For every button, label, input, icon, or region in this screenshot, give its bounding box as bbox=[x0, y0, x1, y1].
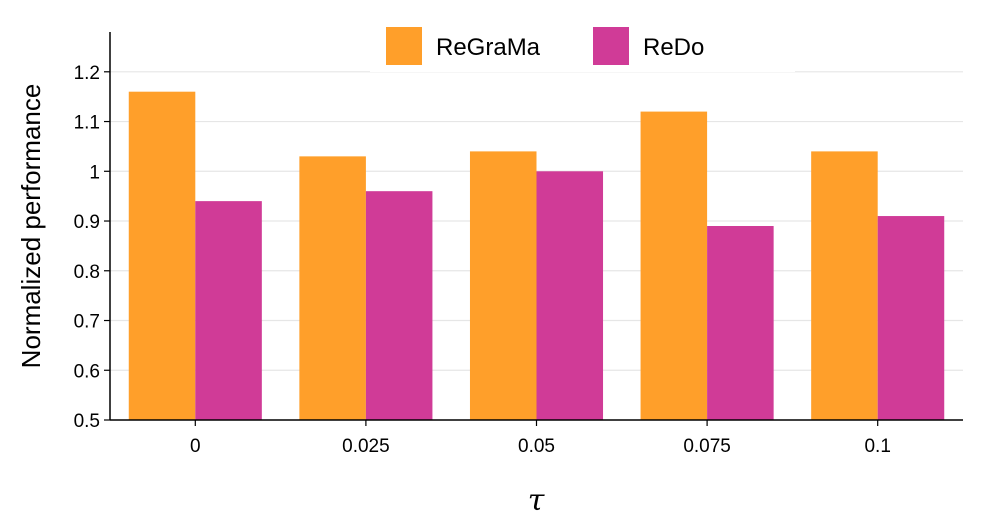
y-axis-title: Normalized performance bbox=[16, 84, 46, 369]
bar-redo-0.025 bbox=[365, 191, 433, 420]
y-tick-label: 1.1 bbox=[74, 113, 100, 134]
x-tick-labels: 0 0.025 0.05 0.075 0.1 bbox=[190, 420, 891, 457]
y-tick-label: 1 bbox=[89, 162, 100, 183]
bar-regrama-0.05 bbox=[469, 151, 537, 420]
legend-swatch-redo bbox=[593, 27, 629, 65]
x-tick-label: 0.075 bbox=[683, 436, 731, 457]
y-tick-label: 0.6 bbox=[74, 361, 100, 382]
y-tick-label: 1.2 bbox=[74, 63, 100, 84]
legend: ReGraMa ReDo bbox=[370, 20, 795, 72]
bar-regrama-0.1 bbox=[811, 151, 878, 420]
bars bbox=[128, 91, 945, 420]
bar-regrama-0.075 bbox=[640, 111, 708, 420]
x-axis-title: τ bbox=[528, 483, 545, 518]
legend-label-redo: ReDo bbox=[643, 34, 704, 61]
y-tick-label: 0.8 bbox=[74, 262, 100, 283]
x-tick-label: 0.05 bbox=[518, 436, 555, 457]
x-tick-label: 0 bbox=[190, 436, 201, 457]
bar-redo-0.05 bbox=[536, 171, 604, 420]
y-tick-label: 0.5 bbox=[74, 411, 100, 432]
bar-redo-0.075 bbox=[707, 226, 774, 420]
bar-regrama-0 bbox=[128, 91, 196, 420]
y-tick-labels: 0.5 0.6 0.7 0.8 0.9 1 1.1 1.2 bbox=[74, 63, 110, 432]
legend-swatch-regrama bbox=[386, 27, 422, 65]
y-tick-label: 0.7 bbox=[74, 312, 100, 333]
bar-redo-0 bbox=[195, 201, 262, 420]
x-tick-label: 0.025 bbox=[342, 436, 390, 457]
bar-redo-0.1 bbox=[877, 216, 945, 420]
y-tick-label: 0.9 bbox=[74, 212, 100, 233]
bar-regrama-0.025 bbox=[299, 156, 366, 420]
legend-box bbox=[370, 20, 795, 72]
legend-label-regrama: ReGraMa bbox=[436, 34, 541, 61]
x-tick-label: 0.1 bbox=[864, 436, 890, 457]
